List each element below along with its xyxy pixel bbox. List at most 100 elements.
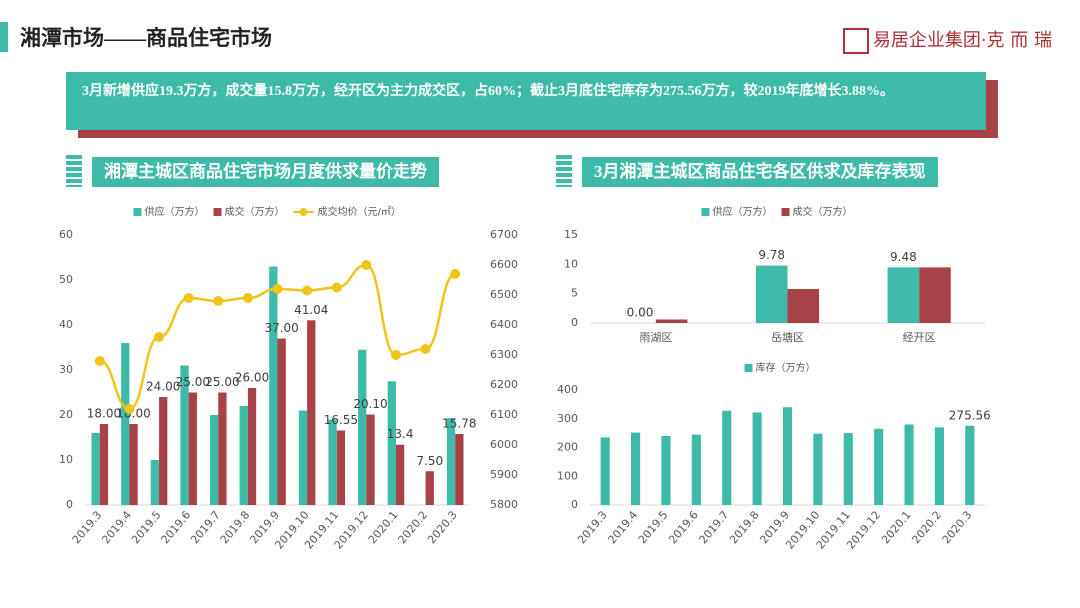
x-tick-label: 岳塘区 bbox=[771, 330, 804, 344]
bar bbox=[904, 424, 914, 505]
bar bbox=[298, 410, 308, 505]
legend-label: 库存（万方） bbox=[756, 361, 816, 374]
building-icon bbox=[66, 155, 82, 187]
bar bbox=[358, 349, 367, 505]
data-label: 13.4 bbox=[387, 427, 414, 441]
line-point bbox=[361, 260, 372, 270]
data-label: 275.56 bbox=[949, 408, 991, 422]
x-tick-label: 2020.1 bbox=[879, 509, 914, 547]
x-tick-label: 2019.8 bbox=[727, 509, 762, 547]
x-tick-label: 2019.3 bbox=[70, 509, 105, 547]
bar bbox=[159, 397, 168, 505]
legend-swatch bbox=[213, 208, 222, 216]
x-tick-label: 2019.7 bbox=[697, 509, 732, 547]
bar bbox=[269, 266, 278, 505]
y2-tick-label: 6600 bbox=[490, 258, 518, 271]
y-tick-label: 100 bbox=[557, 469, 578, 482]
logo-text: 易居企业集团·克 而 瑞 bbox=[872, 30, 1052, 51]
bar bbox=[328, 419, 337, 505]
bar bbox=[188, 392, 197, 505]
x-tick-label: 2020.3 bbox=[425, 509, 460, 547]
data-label: 24.00 bbox=[146, 380, 180, 394]
bar bbox=[387, 381, 396, 505]
y-tick-label: 20 bbox=[59, 408, 73, 421]
legend-swatch bbox=[133, 208, 142, 216]
y2-tick-label: 6500 bbox=[490, 288, 518, 301]
bar bbox=[99, 424, 109, 505]
bar bbox=[129, 424, 138, 505]
bar bbox=[425, 471, 434, 505]
bar bbox=[874, 428, 884, 505]
y-tick-label: 15 bbox=[564, 228, 578, 241]
bar bbox=[366, 414, 375, 505]
bar bbox=[752, 412, 762, 505]
y2-tick-label: 6200 bbox=[490, 378, 518, 391]
data-label: 26.00 bbox=[235, 371, 269, 385]
y-tick-label: 10 bbox=[59, 453, 73, 466]
summary: 3月新增供应19.3万方，成交量15.8万方，经开区为主力成交区，占60%；截止… bbox=[66, 72, 986, 130]
page-title: 湘潭市场——商品住宅市场 bbox=[20, 26, 272, 50]
bar bbox=[307, 320, 316, 505]
x-tick-label: 2020.3 bbox=[940, 509, 975, 547]
data-label: 16.55 bbox=[324, 413, 358, 427]
y-tick-label: 60 bbox=[59, 228, 73, 241]
bar bbox=[691, 434, 701, 505]
line-point bbox=[94, 356, 105, 366]
data-label: 15.78 bbox=[442, 416, 476, 430]
line-point bbox=[420, 344, 431, 354]
bar bbox=[631, 432, 641, 505]
y2-tick-label: 6000 bbox=[490, 438, 518, 451]
bar bbox=[787, 288, 820, 323]
x-tick-label: 2020.2 bbox=[395, 509, 430, 547]
bar bbox=[209, 415, 219, 505]
y-tick-label: 50 bbox=[59, 273, 73, 286]
x-tick-label: 2019.5 bbox=[636, 509, 671, 547]
logo: 易居企业集团·克 而 瑞 bbox=[842, 26, 1052, 54]
y2-tick-label: 6700 bbox=[490, 228, 518, 241]
y2-tick-label: 6400 bbox=[490, 318, 518, 331]
legend-swatch bbox=[299, 208, 308, 216]
data-label: 9.78 bbox=[758, 248, 785, 262]
data-label: 0.00 bbox=[627, 306, 654, 320]
bar bbox=[887, 267, 920, 323]
line-point bbox=[450, 269, 461, 279]
bar bbox=[722, 410, 732, 505]
bar bbox=[661, 436, 671, 505]
x-tick-label: 雨湖区 bbox=[639, 331, 672, 344]
line-point bbox=[124, 404, 135, 414]
line-point bbox=[242, 293, 253, 303]
bar bbox=[965, 425, 975, 505]
data-label: 41.04 bbox=[294, 303, 328, 317]
line-point bbox=[331, 282, 342, 293]
bar bbox=[813, 433, 823, 505]
x-tick-label: 2019.6 bbox=[666, 509, 701, 547]
y-tick-label: 40 bbox=[59, 318, 73, 331]
y-tick-label: 200 bbox=[557, 441, 578, 454]
bar bbox=[655, 319, 688, 323]
bar bbox=[843, 433, 853, 505]
building-icon bbox=[556, 155, 572, 187]
legend-label: 供应（万方） bbox=[145, 205, 205, 218]
y-tick-label: 5 bbox=[571, 287, 578, 300]
legend-swatch bbox=[744, 364, 753, 372]
bar bbox=[446, 418, 456, 505]
bar bbox=[150, 460, 160, 505]
x-tick-label: 2019.8 bbox=[218, 509, 253, 547]
y2-tick-label: 5900 bbox=[490, 468, 518, 481]
x-tick-label: 2019.7 bbox=[188, 509, 223, 547]
y2-tick-label: 6300 bbox=[490, 348, 518, 361]
y-tick-label: 10 bbox=[564, 257, 578, 270]
x-tick-label: 2020.2 bbox=[909, 509, 944, 547]
legend-label: 供应（万方） bbox=[713, 205, 773, 218]
x-tick-label: 2019.3 bbox=[575, 509, 610, 547]
line-point bbox=[302, 285, 313, 296]
y-tick-label: 30 bbox=[59, 363, 73, 376]
y-tick-label: 0 bbox=[66, 498, 73, 511]
x-tick-label: 2019.6 bbox=[159, 509, 194, 547]
bar bbox=[934, 427, 944, 505]
x-tick-label: 2019.4 bbox=[605, 509, 640, 547]
data-label: 7.50 bbox=[416, 454, 443, 468]
data-label: 37.00 bbox=[264, 321, 298, 335]
bar bbox=[180, 365, 189, 505]
